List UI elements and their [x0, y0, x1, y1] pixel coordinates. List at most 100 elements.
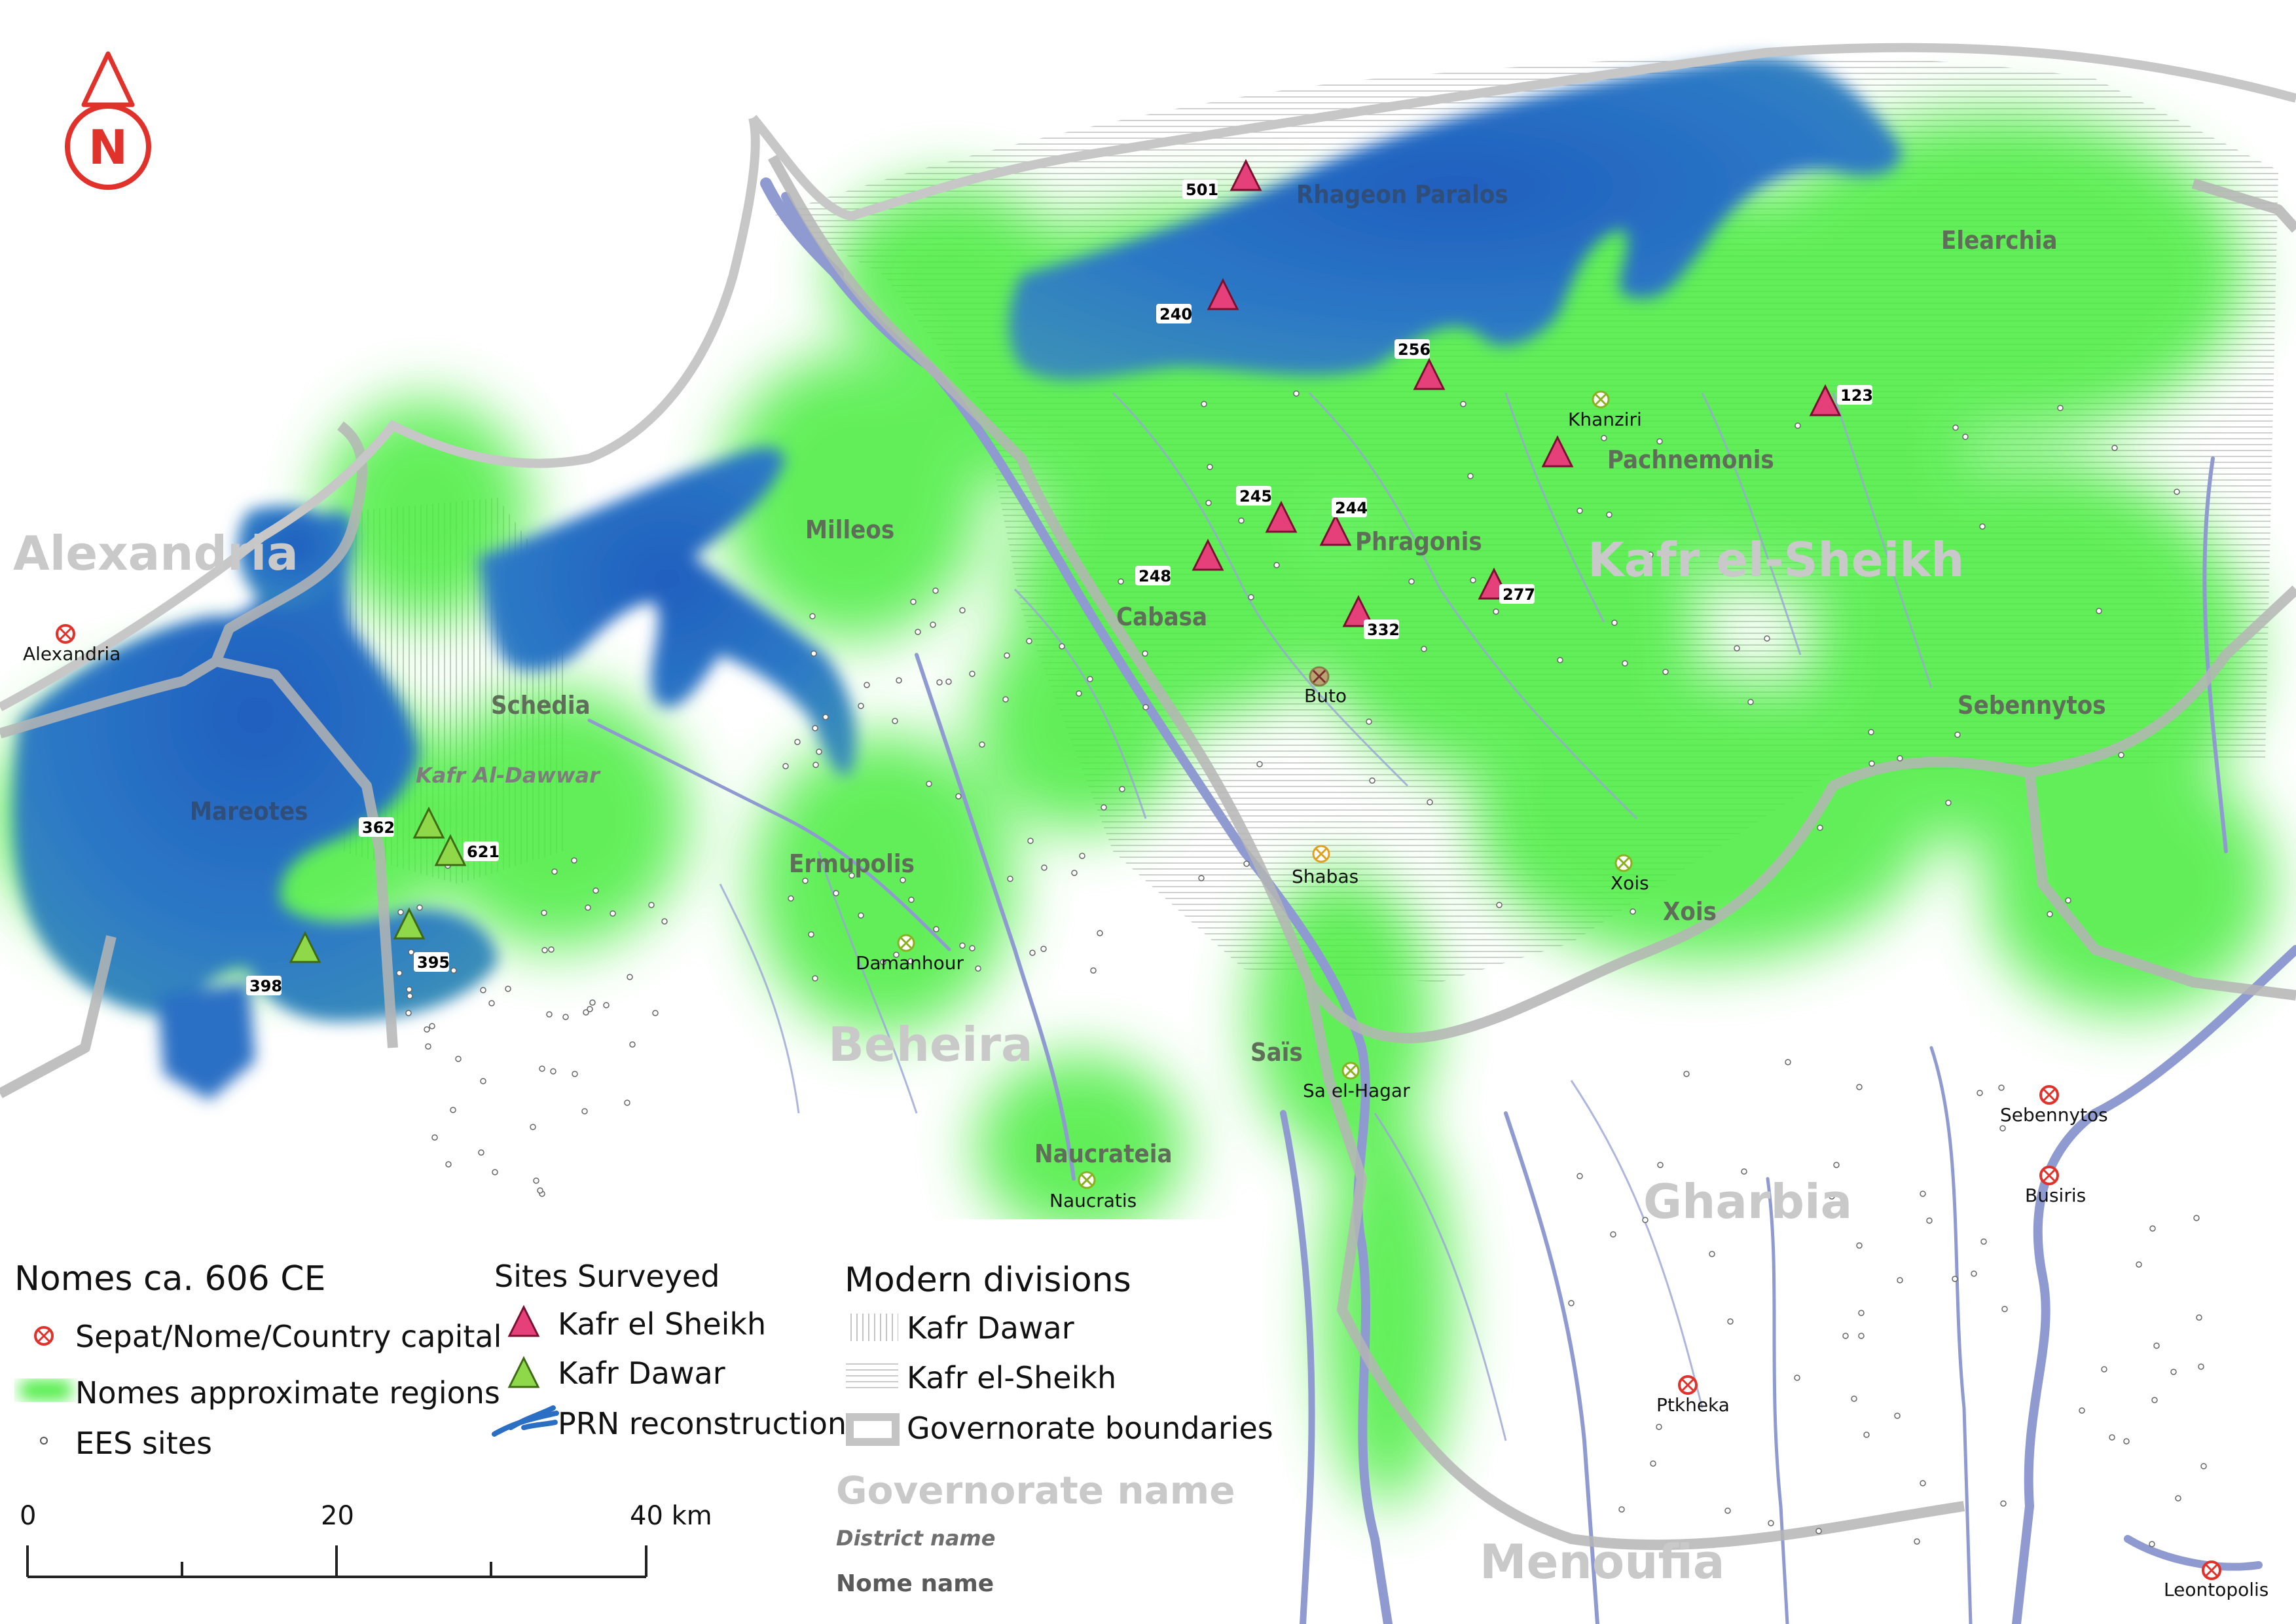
ees-site-dot [1998, 1084, 2005, 1091]
ees-site-dot [979, 741, 985, 748]
ees-site-dot [1493, 608, 1499, 615]
ees-site-dot [406, 986, 412, 993]
ees-site-dot [2001, 1306, 2008, 1312]
ees-site-dot [1243, 860, 1250, 867]
ees-site-dot [455, 1056, 462, 1062]
ees-site-dot [1238, 517, 1245, 524]
ees-site-dot [1076, 690, 1082, 697]
svg-text:Xois: Xois [1611, 872, 1649, 894]
ees-site-dot [1656, 1424, 1662, 1430]
ees-site-dot [1741, 1168, 1747, 1175]
nome-label-cabasa: Cabasa [1116, 602, 1207, 631]
gov-label-kafr-el-sheikh: Kafr el-Sheikh [1588, 532, 1964, 587]
ees-site-dot [1785, 1059, 1791, 1065]
capital-naucratis: Naucratis [1049, 1171, 1137, 1211]
ees-site-dot [1794, 1375, 1800, 1381]
legend-prn-label: PRN reconstruction [558, 1406, 847, 1441]
ees-site-dot [1858, 1333, 1865, 1339]
ees-site-dot [1727, 1318, 1734, 1325]
ees-site-dot [1979, 523, 1986, 530]
svg-text:240: 240 [1159, 305, 1192, 323]
ees-site-dot [1557, 657, 1563, 663]
ees-site-dot [1977, 1090, 1983, 1096]
ees-site-dot [1201, 401, 1207, 407]
legend-prn-symbol [492, 1405, 559, 1437]
ees-site-dot [892, 718, 898, 724]
ees-site-dot [551, 868, 558, 875]
sites-kafr-el-sheikh: 501 240 256 123 245 244 248 277 332 [1135, 158, 1873, 639]
legend-kd-label: Kafr Dawar [558, 1356, 725, 1391]
scale-bar: 0 20 40 km [20, 1501, 712, 1578]
ees-site-dot [1460, 401, 1467, 407]
site-marker: 245 [1236, 486, 1298, 533]
ees-site-dot [2079, 1407, 2085, 1414]
nome-label-pachnemonis: Pachnemonis [1607, 445, 1774, 474]
ees-site-dot [1734, 645, 1740, 652]
ees-site-dot [416, 904, 423, 911]
ees-site-dot [2065, 897, 2071, 904]
ees-site-dot [2000, 1500, 2007, 1507]
ees-site-dot [478, 1149, 484, 1156]
nome-label-sebennytos: Sebennytos [1958, 691, 2106, 720]
ees-site-dot [652, 1010, 659, 1016]
ees-site-dot [397, 909, 404, 915]
ees-site-dot [2149, 1541, 2155, 1547]
scale-tick-20: 20 [321, 1501, 354, 1531]
ees-site-dot [2193, 1215, 2200, 1221]
ees-site-dot [1293, 390, 1300, 397]
ees-site-dot [541, 947, 548, 953]
ees-site-dot [788, 895, 794, 902]
ees-site-dot [1642, 1217, 1649, 1223]
legend-title-nomes: Nomes ca. 606 CE [14, 1259, 325, 1299]
nome-label-naucrateia: Naucrateia [1034, 1139, 1173, 1168]
gov-label-beheira: Beheira [828, 1017, 1033, 1072]
ees-site-dot [1205, 500, 1212, 506]
ees-site-dot [1119, 786, 1125, 792]
capitals: Alexandria Khanziri Buto Shabas Xois Dam… [23, 390, 2269, 1600]
ees-site-dot [429, 1023, 435, 1029]
ees-site-dot [1496, 902, 1503, 908]
ees-site-dot [405, 1010, 412, 1016]
capital-xois: Xois [1611, 854, 1649, 894]
legend-sample-nome: Nome name [836, 1570, 994, 1597]
ees-site-dot [955, 793, 962, 800]
ees-site-dot [1606, 511, 1613, 518]
ees-site-dot [1256, 761, 1263, 767]
ees-site-dot [1198, 875, 1205, 881]
gov-label-alexandria: Alexandria [13, 526, 299, 581]
governorate-boundaries [0, 155, 2296, 1551]
ees-site-dot [1952, 424, 1959, 431]
nome-label-sais: Saïs [1250, 1038, 1303, 1067]
capital-busiris: Busiris [2025, 1166, 2086, 1206]
ees-site-dot [1248, 594, 1254, 600]
ees-site-dot [1118, 578, 1124, 585]
legend-kafr-sheikh-label: Kafr el-Sheikh [907, 1360, 1116, 1395]
svg-text:245: 245 [1239, 487, 1272, 506]
legend-capital-label: Sepat/Nome/Country capital [75, 1319, 501, 1354]
ees-site-dot [2174, 489, 2180, 495]
ees-site-dot [1427, 799, 1433, 805]
ees-site-dot [1817, 824, 1823, 831]
ees-site-dot [1833, 1162, 1840, 1168]
ees-site-dot [629, 1041, 636, 1048]
ees-site-dot [610, 910, 616, 917]
north-label: N [88, 120, 128, 175]
ees-site-dot [1724, 1507, 1731, 1514]
site-marker: 398 [246, 931, 321, 995]
ees-site-dot [864, 682, 870, 688]
ees-site-dot [1101, 804, 1107, 811]
ees-site-dot [1971, 1270, 1977, 1277]
ees-site-dot [896, 677, 902, 684]
legend-kes-label: Kafr el Sheikh [558, 1306, 766, 1342]
sites-kafr-dawar: 362 621 395 398 [246, 806, 500, 995]
ees-site-dot [1369, 777, 1376, 784]
ees-site-dot [530, 1124, 536, 1130]
svg-text:Sebennytos: Sebennytos [2000, 1104, 2108, 1126]
svg-text:Buto: Buto [1304, 685, 1347, 707]
ees-site-dot [1815, 1528, 1822, 1534]
ees-site-dot [1630, 908, 1636, 915]
ees-site-dot [1366, 718, 1372, 725]
ees-site-dot [926, 781, 932, 787]
site-marker: 277 [1478, 567, 1535, 604]
ees-site-dot [2047, 911, 2053, 917]
